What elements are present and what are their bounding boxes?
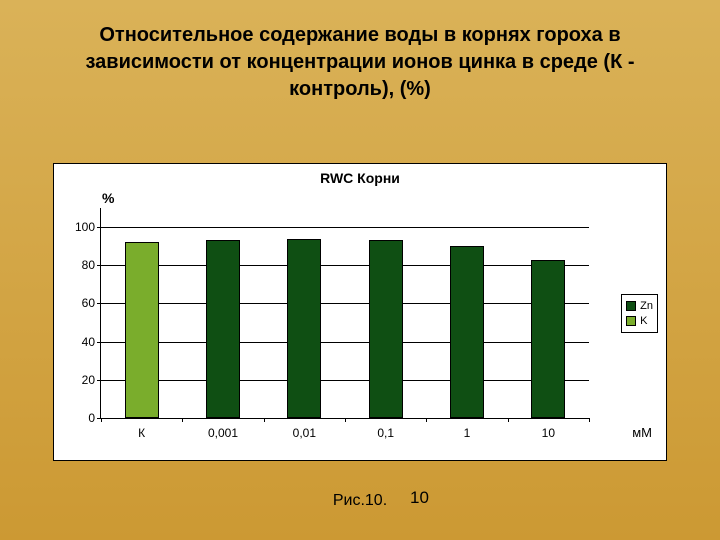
x-tick-label: 10 (542, 426, 555, 440)
x-axis-label: мМ (632, 425, 652, 440)
x-tick-mark (182, 418, 183, 422)
x-tick-label: К (138, 426, 145, 440)
legend-swatch (626, 301, 636, 311)
grid-line (101, 303, 589, 304)
x-tick-label: 0,01 (293, 426, 316, 440)
bar (287, 239, 321, 418)
x-tick-mark (264, 418, 265, 422)
grid-line (101, 227, 589, 228)
grid-line (101, 380, 589, 381)
legend-item: Zn (626, 299, 653, 313)
x-tick-mark (508, 418, 509, 422)
y-tick-label: 40 (82, 335, 101, 349)
plot-area: 020406080100К0,0010,010,1110 (100, 208, 589, 419)
legend-swatch (626, 316, 636, 326)
grid-line (101, 265, 589, 266)
legend-label: Zn (640, 299, 653, 313)
x-tick-mark (426, 418, 427, 422)
grid-line (101, 342, 589, 343)
x-tick-mark (101, 418, 102, 422)
x-tick-label: 0,1 (377, 426, 394, 440)
x-tick-label: 0,001 (208, 426, 238, 440)
y-axis-label: % (102, 190, 114, 206)
legend: ZnK (621, 294, 658, 333)
chart-title: RWC Корни (54, 170, 666, 186)
x-tick-mark (589, 418, 590, 422)
slide-title: Относительное содержание воды в корнях г… (60, 22, 660, 103)
figure-caption: Рис.10. (0, 492, 720, 510)
chart-container: RWC Корни % 020406080100К0,0010,010,1110… (53, 163, 667, 461)
y-tick-label: 0 (88, 411, 101, 425)
y-tick-label: 60 (82, 296, 101, 310)
bar (531, 260, 565, 418)
y-tick-label: 20 (82, 373, 101, 387)
y-tick-label: 80 (82, 258, 101, 272)
bar (450, 246, 484, 418)
page-number: 10 (410, 488, 470, 508)
bar (206, 240, 240, 418)
bar (369, 240, 403, 418)
legend-item: K (626, 314, 653, 328)
legend-label: K (640, 314, 647, 328)
bar (125, 242, 159, 418)
y-tick-label: 100 (75, 220, 101, 234)
slide: Относительное содержание воды в корнях г… (0, 0, 720, 540)
x-tick-mark (345, 418, 346, 422)
x-tick-label: 1 (464, 426, 471, 440)
